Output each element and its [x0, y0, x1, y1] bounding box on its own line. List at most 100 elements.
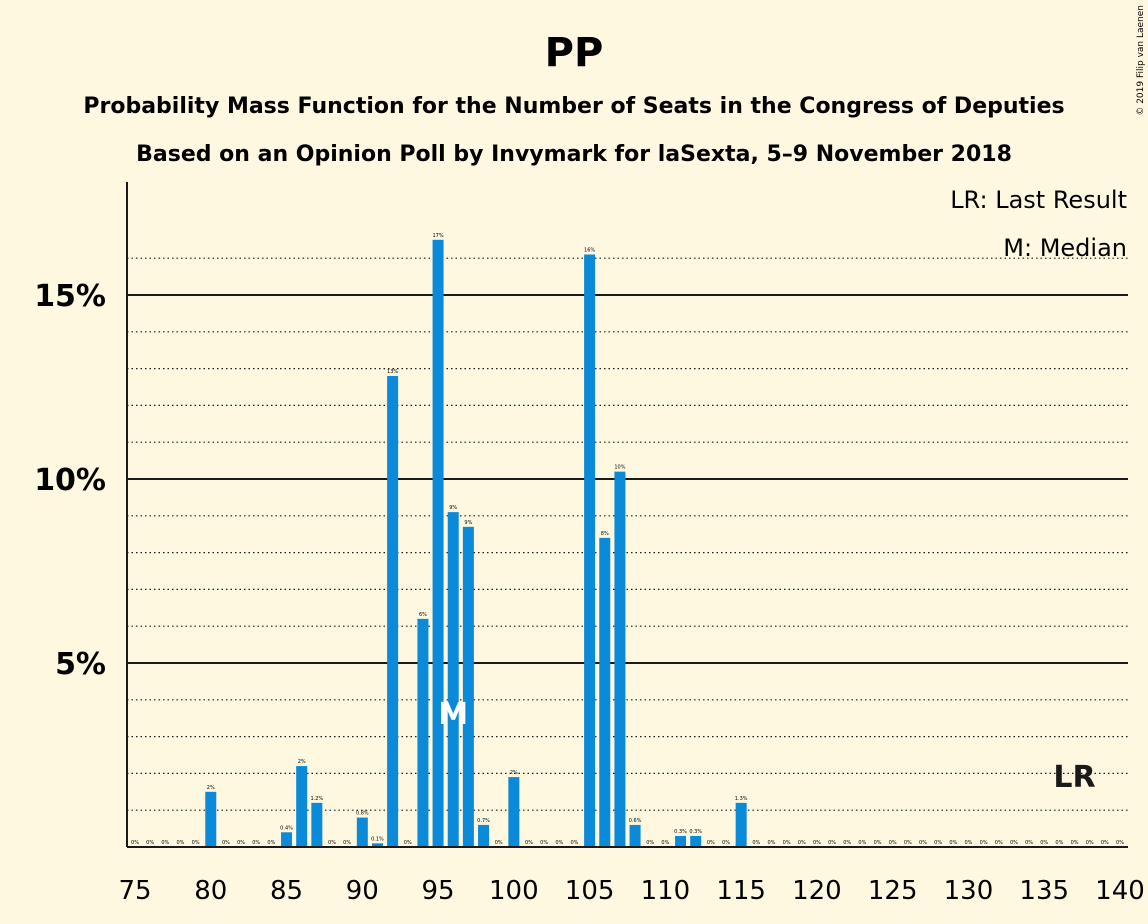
x-tick-120: 120 — [792, 876, 842, 906]
bar-94 — [417, 618, 429, 847]
x-tick-labels: 75 80 85 90 95 100 105 110 115 120 125 130 135 140 — [118, 876, 1144, 906]
bar-label-98: 0.7% — [477, 818, 490, 824]
legend-median: M: Median — [1003, 234, 1127, 262]
bar-91 — [371, 843, 383, 847]
bar-label-127: 0% — [919, 840, 927, 846]
bar-label-122: 0% — [843, 840, 851, 846]
x-tick-140: 140 — [1095, 876, 1145, 906]
bar-label-116: 0% — [752, 840, 760, 846]
bar-96 — [447, 512, 459, 847]
bar-label-123: 0% — [858, 840, 866, 846]
bar-label-125: 0% — [889, 840, 897, 846]
bar-label-115: 1.3% — [735, 796, 748, 802]
bar-label-89: 0% — [343, 840, 351, 846]
bar-label-103: 0% — [555, 840, 563, 846]
bar-label-140: 0% — [1116, 840, 1124, 846]
bar-85 — [281, 832, 293, 847]
bar-label-104: 0% — [570, 840, 578, 846]
bar-label-92: 13% — [387, 369, 398, 375]
bar-label-87: 1.2% — [310, 796, 323, 802]
copyright-notice: © 2019 Filip van Laenen — [1136, 5, 1146, 116]
y-tick-10: 10% — [34, 463, 106, 498]
bar-100 — [508, 777, 520, 847]
bar-label-91: 0.1% — [371, 836, 384, 842]
bar-label-119: 0% — [798, 840, 806, 846]
bar-label-99: 0% — [495, 840, 503, 846]
bar-label-101: 0% — [525, 840, 533, 846]
bar-label-118: 0% — [783, 840, 791, 846]
bar-label-78: 0% — [176, 840, 184, 846]
bar-label-106: 8% — [601, 531, 609, 537]
bar-label-109: 0% — [646, 840, 654, 846]
bar-label-85: 0.4% — [280, 825, 293, 831]
bar-98 — [478, 824, 490, 847]
bar-105 — [584, 254, 596, 847]
x-tick-105: 105 — [565, 876, 615, 906]
bar-label-132: 0% — [995, 840, 1003, 846]
bar-97 — [462, 526, 474, 847]
bar-106 — [599, 537, 611, 847]
bar-label-88: 0% — [328, 840, 336, 846]
x-tick-80: 80 — [194, 876, 227, 906]
bar-90 — [356, 817, 368, 847]
bar-112 — [690, 835, 702, 847]
bar-label-79: 0% — [192, 840, 200, 846]
bar-label-76: 0% — [146, 840, 154, 846]
bar-115 — [735, 802, 747, 847]
bar-label-93: 0% — [404, 840, 412, 846]
markers: M LR — [438, 697, 1095, 795]
bar-label-114: 0% — [722, 840, 730, 846]
axes — [126, 182, 1128, 848]
bar-label-105: 16% — [584, 248, 595, 254]
chart-subtitle: Probability Mass Function for the Number… — [83, 94, 1064, 119]
x-tick-75: 75 — [118, 876, 151, 906]
bar-label-82: 0% — [237, 840, 245, 846]
bar-label-133: 0% — [1010, 840, 1018, 846]
bar-label-80: 2% — [207, 785, 215, 791]
bar-label-90: 0.8% — [356, 811, 369, 817]
bar-label-84: 0% — [267, 840, 275, 846]
bar-label-97: 9% — [464, 520, 472, 526]
bar-label-77: 0% — [161, 840, 169, 846]
bar-92 — [387, 375, 399, 847]
bar-80 — [205, 791, 217, 847]
bar-label-113: 0% — [707, 840, 715, 846]
x-tick-100: 100 — [489, 876, 539, 906]
bar-label-128: 0% — [934, 840, 942, 846]
last-result-marker: LR — [1053, 760, 1095, 795]
bar-label-108: 0.6% — [629, 818, 642, 824]
median-marker: M — [438, 697, 468, 732]
bar-label-83: 0% — [252, 840, 260, 846]
legend-last-result: LR: Last Result — [950, 186, 1127, 214]
grid-lines — [127, 257, 1128, 811]
x-tick-95: 95 — [422, 876, 455, 906]
bars — [205, 239, 747, 848]
bar-label-138: 0% — [1086, 840, 1094, 846]
y-tick-labels: 5% 10% 15% — [34, 279, 106, 682]
bar-108 — [629, 824, 641, 847]
bar-label-130: 0% — [964, 840, 972, 846]
x-tick-85: 85 — [270, 876, 303, 906]
bar-label-107: 10% — [614, 465, 625, 471]
y-tick-15: 15% — [34, 279, 106, 314]
bar-label-129: 0% — [949, 840, 957, 846]
x-tick-135: 135 — [1019, 876, 1069, 906]
bar-label-135: 0% — [1040, 840, 1048, 846]
bar-label-136: 0% — [1055, 840, 1063, 846]
chart-subtitle-poll: Based on an Opinion Poll by Invymark for… — [136, 142, 1012, 167]
bar-label-81: 0% — [222, 840, 230, 846]
bar-95 — [432, 239, 444, 848]
bar-87 — [311, 802, 323, 847]
bar-label-95: 17% — [433, 233, 444, 239]
bar-label-96: 9% — [449, 505, 457, 511]
x-tick-130: 130 — [944, 876, 994, 906]
bar-label-134: 0% — [1025, 840, 1033, 846]
x-tick-110: 110 — [641, 876, 691, 906]
bar-label-94: 6% — [419, 612, 427, 618]
bar-111 — [675, 835, 687, 847]
bar-label-110: 0% — [661, 840, 669, 846]
x-tick-115: 115 — [716, 876, 766, 906]
bar-107 — [614, 471, 626, 847]
bar-label-126: 0% — [904, 840, 912, 846]
